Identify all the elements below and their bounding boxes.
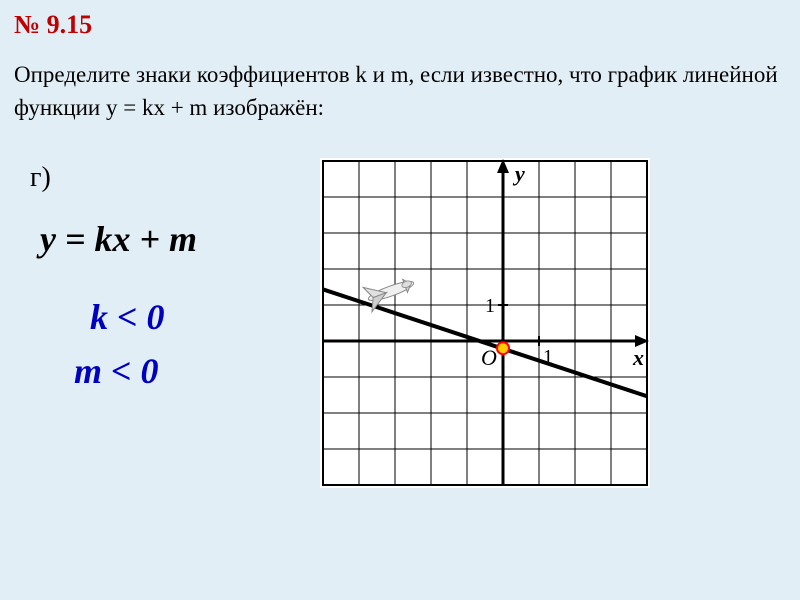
svg-text:x: x bbox=[632, 345, 644, 370]
condition-k: k < 0 bbox=[90, 296, 165, 338]
subpart-label: г) bbox=[30, 162, 51, 194]
problem-text-content: Определите знаки коэффициентов k и m, ес… bbox=[14, 62, 778, 120]
linear-function-chart: yxO11 bbox=[320, 158, 650, 488]
svg-text:1: 1 bbox=[485, 295, 495, 317]
problem-number: № 9.15 bbox=[14, 10, 92, 40]
formula: y = kx + m bbox=[40, 218, 197, 260]
svg-text:1: 1 bbox=[543, 346, 553, 368]
condition-m: m < 0 bbox=[74, 350, 159, 392]
svg-text:O: O bbox=[481, 345, 497, 370]
problem-text: Определите знаки коэффициентов k и m, ес… bbox=[14, 58, 786, 125]
